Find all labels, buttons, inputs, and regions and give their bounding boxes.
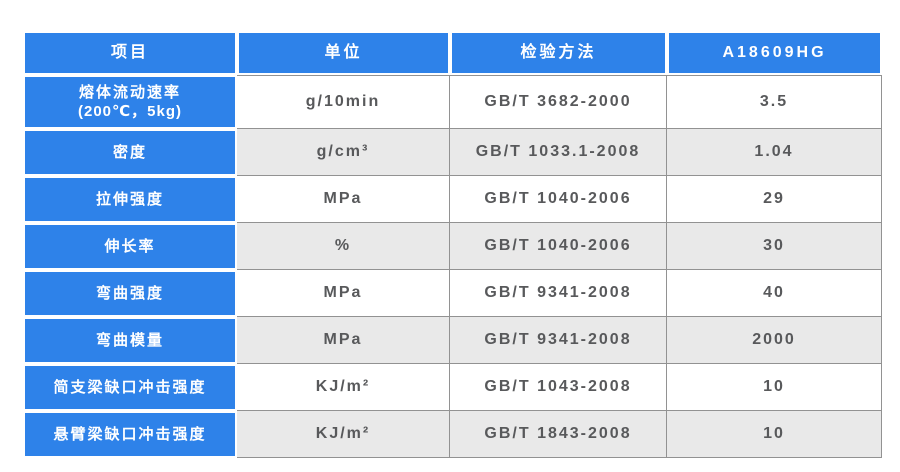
unit-cell: MPa <box>237 317 450 364</box>
table-row: 拉伸强度 MPa GB/T 1040-2006 29 <box>23 176 882 223</box>
item-cell: 弯曲模量 <box>23 317 237 364</box>
method-cell: GB/T 1040-2006 <box>450 223 667 270</box>
method-cell: GB/T 1040-2006 <box>450 176 667 223</box>
value-cell: 10 <box>667 364 882 411</box>
unit-cell: KJ/m² <box>237 364 450 411</box>
unit-cell: MPa <box>237 176 450 223</box>
method-cell: GB/T 9341-2008 <box>450 317 667 364</box>
item-cell: 弯曲强度 <box>23 270 237 317</box>
method-cell: GB/T 1043-2008 <box>450 364 667 411</box>
value-cell: 10 <box>667 411 882 458</box>
header-row: 项目 单位 检验方法 A18609HG <box>23 31 882 75</box>
unit-cell: % <box>237 223 450 270</box>
col-header-method: 检验方法 <box>450 31 667 75</box>
item-cell: 简支梁缺口冲击强度 <box>23 364 237 411</box>
item-label: 熔体流动速率 <box>78 83 181 101</box>
table-row: 简支梁缺口冲击强度 KJ/m² GB/T 1043-2008 10 <box>23 364 882 411</box>
table-row: 悬臂梁缺口冲击强度 KJ/m² GB/T 1843-2008 10 <box>23 411 882 458</box>
item-cell: 伸长率 <box>23 223 237 270</box>
col-header-unit: 单位 <box>237 31 450 75</box>
value-cell: 1.04 <box>667 129 882 176</box>
value-cell: 3.5 <box>667 75 882 129</box>
table-row: 密度 g/cm³ GB/T 1033.1-2008 1.04 <box>23 129 882 176</box>
method-cell: GB/T 3682-2000 <box>450 75 667 129</box>
table-row: 弯曲模量 MPa GB/T 9341-2008 2000 <box>23 317 882 364</box>
unit-cell: g/10min <box>237 75 450 129</box>
unit-cell: KJ/m² <box>237 411 450 458</box>
col-header-grade: A18609HG <box>667 31 882 75</box>
unit-cell: MPa <box>237 270 450 317</box>
col-header-item: 项目 <box>23 31 237 75</box>
table-row: 弯曲强度 MPa GB/T 9341-2008 40 <box>23 270 882 317</box>
value-cell: 30 <box>667 223 882 270</box>
value-cell: 29 <box>667 176 882 223</box>
material-spec-table: 项目 单位 检验方法 A18609HG 熔体流动速率 (200℃，5kg) g/… <box>23 31 882 458</box>
item-cell: 密度 <box>23 129 237 176</box>
item-cell: 拉伸强度 <box>23 176 237 223</box>
value-cell: 40 <box>667 270 882 317</box>
value-cell: 2000 <box>667 317 882 364</box>
unit-cell: g/cm³ <box>237 129 450 176</box>
method-cell: GB/T 1033.1-2008 <box>450 129 667 176</box>
method-cell: GB/T 1843-2008 <box>450 411 667 458</box>
method-cell: GB/T 9341-2008 <box>450 270 667 317</box>
item-sub-label: (200℃，5kg) <box>77 103 183 120</box>
table-row: 熔体流动速率 (200℃，5kg) g/10min GB/T 3682-2000… <box>23 75 882 129</box>
item-cell: 熔体流动速率 (200℃，5kg) <box>23 75 237 129</box>
table-row: 伸长率 % GB/T 1040-2006 30 <box>23 223 882 270</box>
item-cell: 悬臂梁缺口冲击强度 <box>23 411 237 458</box>
